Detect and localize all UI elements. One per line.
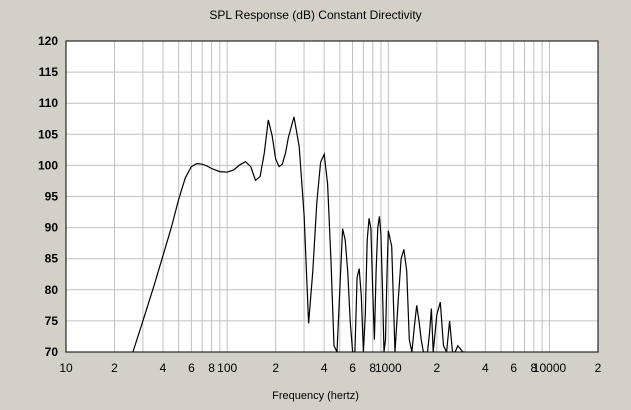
x-tick-label: 6 [510,361,517,375]
x-axis-label: Frequency (hertz) [272,390,359,402]
y-tick-label: 105 [38,127,58,141]
x-tick-label: 10 [59,361,73,375]
y-tick-label: 75 [45,314,59,328]
y-tick-label: 115 [39,65,59,79]
y-tick-label: 80 [45,283,59,297]
y-tick-label: 85 [45,252,59,266]
x-tick-label: 2 [272,361,279,375]
chart-title: SPL Response (dB) Constant Directivity [209,8,422,22]
y-tick-label: 70 [45,345,59,359]
x-tick-label: 10000 [533,361,567,375]
y-tick-label: 100 [38,158,58,172]
x-tick-label: 6 [188,361,195,375]
x-tick-label: 4 [160,361,167,375]
x-tick-label: 2 [111,361,118,375]
x-tick-label: 2 [595,361,602,375]
y-tick-label: 110 [39,96,59,110]
x-tick-label: 4 [482,361,489,375]
x-tick-label: 4 [321,361,328,375]
x-tick-label: 8 [208,361,215,375]
x-tick-label: 8 [369,361,376,375]
y-tick-label: 90 [45,221,59,235]
y-tick-label: 95 [45,190,59,204]
y-tick-label: 120 [38,34,58,48]
x-tick-label: 6 [349,361,356,375]
x-tick-label: 8 [531,361,538,375]
x-tick-label: 100 [217,361,237,375]
x-tick-label: 2 [433,361,440,375]
plot-frame [65,40,599,353]
x-tick-label: 1000 [375,361,402,375]
series-line [132,116,466,352]
